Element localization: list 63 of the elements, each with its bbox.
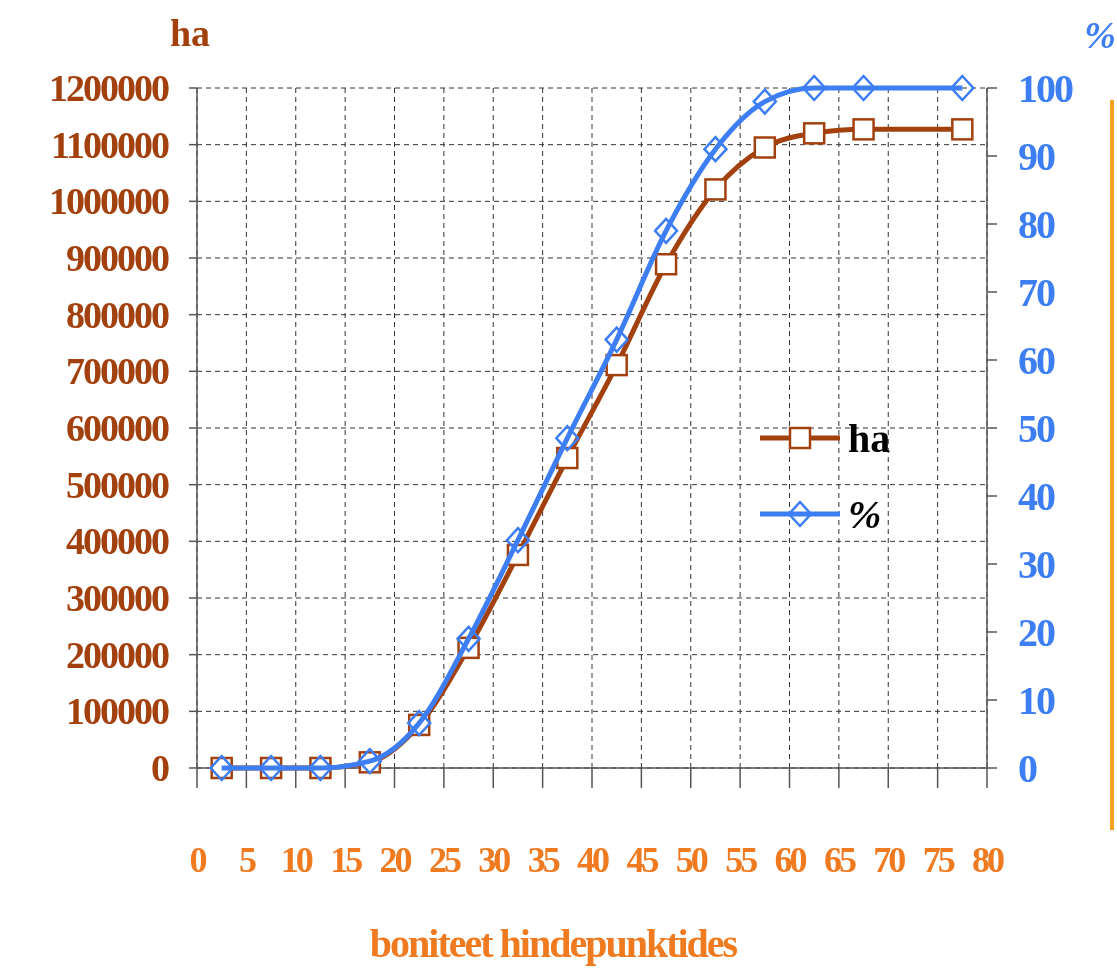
y-tick-label: 0 [151,747,169,789]
x-tick-label: 65 [823,840,856,880]
x-tick-label: 50 [675,840,708,880]
y-tick-label: 1100000 [51,123,169,166]
y2-tick-label: 80 [1018,202,1055,247]
point [951,118,974,141]
x-tick-label: 10 [280,840,313,880]
x-tick-label: 25 [428,840,461,880]
y2-tick-label: 70 [1018,270,1055,315]
x-tick-label: 45 [626,840,659,880]
x-tick-label: 80 [972,840,1004,880]
point [703,135,728,163]
point [950,74,975,102]
point [801,74,827,102]
point [852,118,875,141]
x-axis-title: boniteet hindepunktides [369,921,738,966]
x-tick-label: 35 [527,840,560,880]
y-tick-label: 600000 [66,407,169,449]
x-tick-label: 30 [478,840,511,880]
y2-tick-label: 60 [1018,338,1055,383]
point [704,178,727,201]
y2-axis-title: % [1084,14,1116,56]
y2-tick-label: 30 [1018,542,1055,587]
x-tick-label: 5 [238,840,256,880]
y-tick-label: 100000 [66,690,169,733]
y-tick-label: 1200000 [49,67,169,109]
y2-tick-label: 20 [1018,610,1055,655]
x-tick-label: 75 [922,840,955,880]
point [753,136,777,159]
point [654,252,678,276]
y2-tick-label: 90 [1018,134,1055,179]
x-tick-label: 15 [330,840,363,880]
y-axis-title: ha [169,12,211,54]
legend-label: % [848,492,882,537]
y2-tick-label: 100 [1018,66,1073,111]
x-tick-label: 0 [189,840,207,880]
y-tick-label: 300000 [66,577,169,619]
y-tick-label: 800000 [66,293,169,336]
x-tick-label: 70 [873,840,906,880]
y2-tick-label: 50 [1018,406,1055,451]
point [505,526,531,554]
y-tick-label: 900000 [66,237,169,279]
point [851,74,876,102]
y2-tick-label: 10 [1018,678,1055,723]
y2-tick-label: 0 [1018,746,1037,791]
point [802,122,826,145]
point [555,424,580,452]
y-tick-label: 700000 [66,350,169,393]
legend-label: ha [848,416,891,461]
point [653,217,679,245]
y-tick-label: 400000 [66,520,169,563]
x-tick-label: 55 [725,840,758,880]
point [605,353,628,377]
x-tick-label: 60 [774,840,807,880]
x-tick-label: 20 [379,840,412,880]
y-tick-label: 200000 [66,633,169,676]
y-tick-label: 500000 [66,463,169,506]
x-tick-label: 40 [577,840,609,880]
point [752,88,778,115]
y2-tick-label: 40 [1018,474,1055,519]
point [456,625,481,653]
point [604,326,629,353]
y-tick-label: 1000000 [49,180,169,223]
